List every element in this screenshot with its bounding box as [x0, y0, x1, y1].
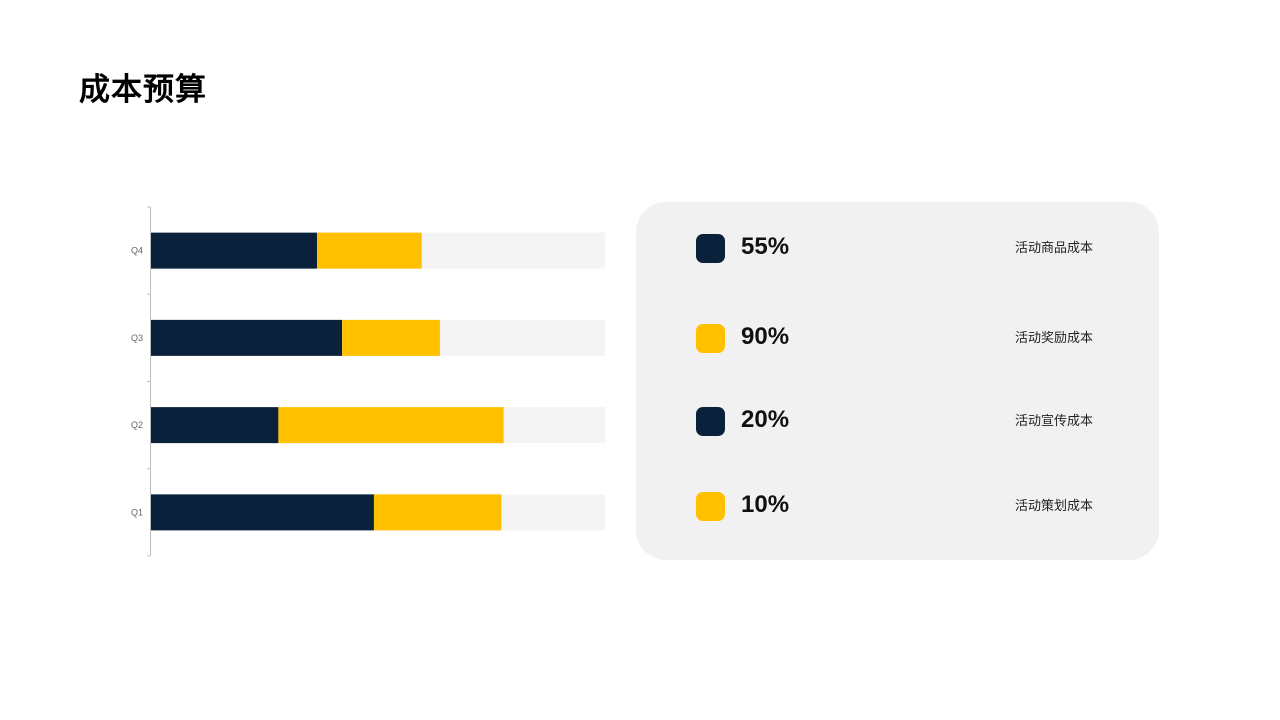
- y-tick-label: Q2: [131, 420, 143, 430]
- legend-value: 90%: [741, 323, 790, 350]
- legend-item: 20% 活动宣传成本: [636, 402, 1159, 442]
- legend-label: 活动策划成本: [1014, 499, 1093, 514]
- legend-swatch-navy: [696, 234, 725, 263]
- stacked-bar-chart: Q1 Q2 Q3 Q4: [131, 206, 605, 557]
- bar-segment-q2-1: [151, 407, 279, 444]
- legend-swatch-yellow: [696, 324, 725, 353]
- y-tick-label: Q4: [131, 246, 143, 256]
- legend-item: 90% 活动奖励成本: [636, 319, 1159, 359]
- legend-value: 20%: [741, 406, 790, 433]
- bar-segment-q4-1: [151, 232, 318, 269]
- bar-segment-q3-2: [342, 319, 440, 356]
- legend-label: 活动奖励成本: [1014, 331, 1093, 346]
- bar-segment-q1-1: [151, 494, 374, 531]
- bar-segment-q4-2: [317, 232, 422, 269]
- y-tick-label: Q1: [131, 507, 143, 517]
- bar-segment-q2-2: [278, 407, 504, 444]
- y-tick-label: Q3: [131, 333, 143, 343]
- bar-segment-q1-2: [373, 494, 502, 531]
- legend-swatch-navy: [696, 407, 725, 436]
- legend-item: 55% 活动商品成本: [636, 229, 1159, 269]
- legend-label: 活动宣传成本: [1014, 414, 1093, 429]
- bar-segment-q3-1: [151, 319, 343, 356]
- legend-panel: 55% 活动商品成本 90% 活动奖励成本 20% 活动宣传成本 10% 活动策…: [636, 202, 1159, 560]
- legend-value: 55%: [741, 233, 790, 260]
- legend-value: 10%: [741, 491, 790, 518]
- legend-item: 10% 活动策划成本: [636, 487, 1159, 527]
- legend-label: 活动商品成本: [1014, 241, 1093, 256]
- legend-swatch-yellow: [696, 492, 725, 521]
- page-title: 成本预算: [79, 72, 207, 108]
